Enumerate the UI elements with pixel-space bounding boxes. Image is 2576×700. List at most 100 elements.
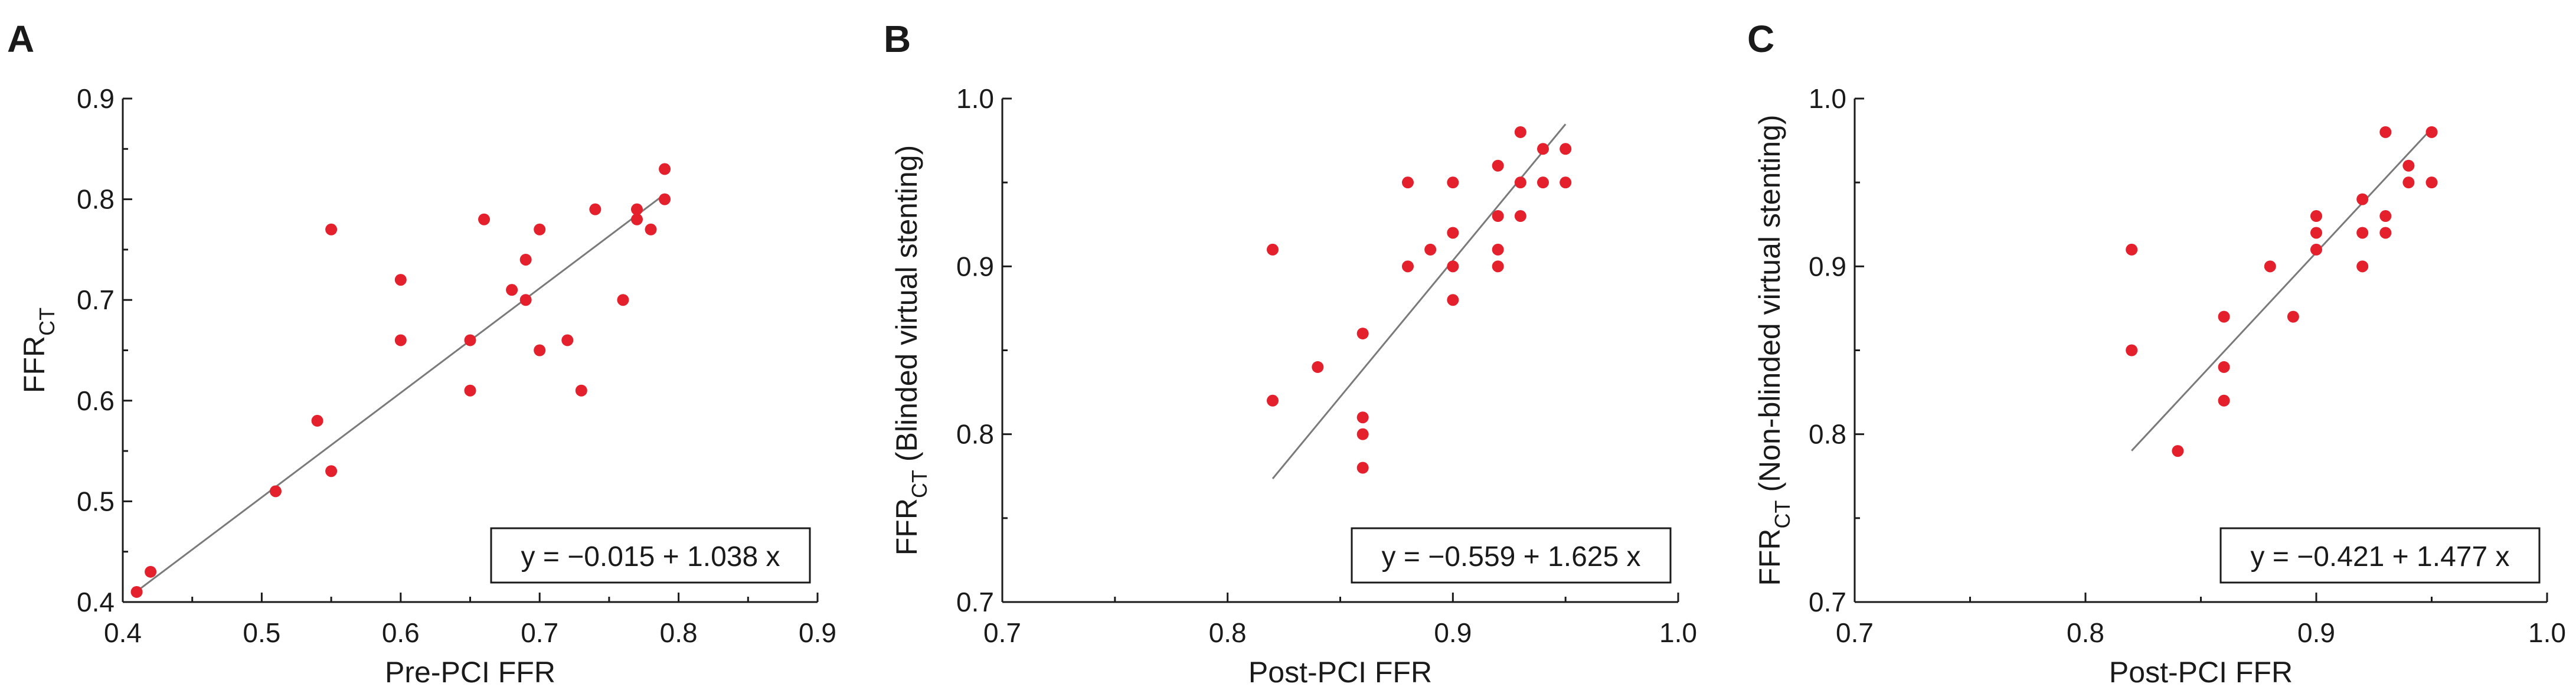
x-tick-label: 1.0 bbox=[2528, 617, 2566, 648]
x-tick-label: 0.8 bbox=[1209, 617, 1247, 648]
data-point bbox=[519, 294, 532, 306]
y-axis-label-subscript: CT bbox=[35, 308, 59, 336]
y-tick-label: 0.6 bbox=[77, 385, 115, 416]
data-point bbox=[145, 565, 157, 578]
x-tick-label: 1.0 bbox=[1659, 617, 1697, 648]
data-point bbox=[394, 274, 407, 286]
equation-box bbox=[1351, 527, 1672, 584]
y-tick-label: 0.8 bbox=[956, 419, 994, 450]
data-point bbox=[1402, 176, 1414, 189]
y-tick-label: 0.7 bbox=[1809, 587, 1846, 617]
y-tick-label: 0.8 bbox=[77, 184, 115, 215]
data-point bbox=[561, 334, 574, 346]
data-point bbox=[575, 384, 587, 397]
equation-label: y = −0.421 + 1.477 x bbox=[2250, 541, 2509, 573]
data-point bbox=[1514, 176, 1526, 189]
equation-label: y = −0.559 + 1.625 x bbox=[1381, 541, 1640, 573]
y-axis-label-subscript: CT bbox=[1770, 500, 1794, 528]
data-point bbox=[325, 465, 338, 477]
data-point bbox=[1424, 243, 1437, 256]
y-axis-label-suffix: (Blinded virtual stenting) bbox=[890, 145, 923, 470]
regression-line bbox=[2131, 127, 2433, 452]
x-axis-label: Post-PCI FFR bbox=[2109, 656, 2293, 689]
y-tick-label: 0.9 bbox=[77, 83, 115, 114]
data-point bbox=[519, 253, 532, 266]
data-point bbox=[1267, 394, 1279, 407]
data-point bbox=[1356, 411, 1369, 424]
data-point bbox=[2126, 243, 2138, 256]
y-axis-label-suffix: (Non-blinded virtual stenting) bbox=[1753, 115, 1786, 500]
data-point bbox=[464, 334, 476, 346]
x-tick-label: 0.8 bbox=[2067, 617, 2104, 648]
x-axis-label: Post-PCI FFR bbox=[1248, 656, 1432, 689]
data-point bbox=[1492, 159, 1504, 172]
y-axis-label-text: FFRCT bbox=[18, 308, 59, 393]
data-point bbox=[2218, 361, 2230, 373]
data-point bbox=[1267, 243, 1279, 256]
data-point bbox=[2287, 310, 2299, 323]
x-tick-label: 0.4 bbox=[104, 617, 142, 648]
x-tick-label: 0.9 bbox=[799, 617, 836, 648]
data-point bbox=[1447, 227, 1459, 239]
data-point bbox=[1356, 462, 1369, 474]
x-tick-label: 0.7 bbox=[521, 617, 558, 648]
data-point bbox=[2218, 394, 2230, 407]
x-tick-label: 0.9 bbox=[2297, 617, 2335, 648]
x-tick-label: 0.9 bbox=[1434, 617, 1472, 648]
y-axis-label-subscript: CT bbox=[907, 470, 931, 498]
data-point bbox=[2425, 176, 2438, 189]
y-axis-label: FFRCT (Blinded virtual stenting) bbox=[890, 145, 931, 555]
data-point bbox=[1356, 428, 1369, 440]
data-point bbox=[2379, 210, 2392, 223]
y-axis-label: FFRCT bbox=[18, 308, 59, 393]
y-axis-label-text: FFRCT (Non-blinded virtual stenting) bbox=[1753, 115, 1794, 585]
y-axis-label-text: FFRCT (Blinded virtual stenting) bbox=[890, 145, 931, 555]
y-tick-label: 0.4 bbox=[77, 587, 115, 617]
y-tick-label: 0.9 bbox=[1809, 251, 1846, 282]
data-point bbox=[534, 223, 546, 235]
data-point bbox=[630, 203, 643, 215]
data-point bbox=[2310, 210, 2322, 223]
data-point bbox=[1537, 176, 1549, 189]
data-point bbox=[630, 213, 643, 225]
equation-box bbox=[2219, 527, 2541, 584]
data-point bbox=[325, 223, 338, 235]
data-point bbox=[2379, 227, 2392, 239]
y-tick-label: 0.8 bbox=[1809, 419, 1846, 450]
data-point bbox=[1447, 176, 1459, 189]
data-point bbox=[2356, 260, 2369, 273]
y-tick-label: 0.5 bbox=[77, 486, 115, 516]
equation-label: y = −0.015 + 1.038 x bbox=[521, 541, 780, 573]
data-point bbox=[1447, 294, 1459, 306]
data-point bbox=[2402, 159, 2415, 172]
panel-label: A bbox=[7, 18, 34, 60]
y-axis-label-base: FFR bbox=[1753, 528, 1786, 585]
data-point bbox=[1514, 126, 1526, 138]
y-tick-label: 1.0 bbox=[956, 83, 994, 114]
x-tick-label: 0.5 bbox=[243, 617, 280, 648]
data-point bbox=[506, 284, 518, 296]
y-tick-label: 0.7 bbox=[956, 587, 994, 617]
data-point bbox=[659, 163, 671, 175]
data-point bbox=[1514, 210, 1526, 223]
data-point bbox=[2356, 227, 2369, 239]
chart-panel-a: A 0.4 0.5 0.6 0.7 0.8 0.9 0.4 0.5 0.6 0.7 0.8 0.9 Pre… bbox=[7, 18, 836, 689]
panel-label: B bbox=[884, 18, 911, 60]
data-point bbox=[1402, 260, 1414, 273]
data-point bbox=[478, 213, 491, 225]
data-point bbox=[1492, 243, 1504, 256]
data-point bbox=[2264, 260, 2276, 273]
y-tick-label: 0.9 bbox=[956, 251, 994, 282]
data-point bbox=[2218, 310, 2230, 323]
data-point bbox=[2379, 126, 2392, 138]
data-point bbox=[2356, 193, 2369, 205]
data-point bbox=[589, 203, 601, 215]
data-point bbox=[1492, 260, 1504, 273]
data-point bbox=[394, 334, 407, 346]
panel-label: C bbox=[1747, 18, 1774, 60]
y-axis-label: FFRCT (Non-blinded virtual stenting) bbox=[1753, 115, 1794, 585]
data-point bbox=[269, 485, 282, 498]
y-tick-label: 1.0 bbox=[1809, 83, 1846, 114]
x-tick-label: 0.6 bbox=[382, 617, 420, 648]
